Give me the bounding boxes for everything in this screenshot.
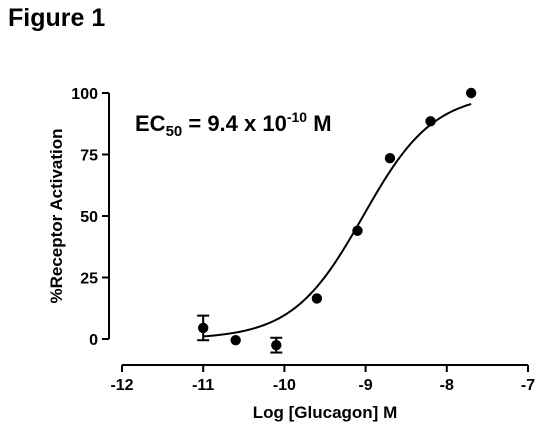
data-point xyxy=(271,339,282,351)
ec50-subscript: 50 xyxy=(166,123,183,140)
x-tick-label: -10 xyxy=(273,377,296,394)
y-tick-label: 25 xyxy=(80,271,98,288)
data-point xyxy=(465,87,477,99)
x-tick-label: -7 xyxy=(521,377,535,394)
y-tick-label: 50 xyxy=(80,209,98,226)
ec50-prefix: EC xyxy=(135,111,166,136)
fit-curve xyxy=(203,103,472,338)
x-tick-label: -8 xyxy=(440,377,454,394)
x-tick-label: -9 xyxy=(358,377,372,394)
y-tick-label: 100 xyxy=(71,86,98,103)
ec50-superscript: -10 xyxy=(287,109,307,125)
error-bars xyxy=(197,314,283,354)
data-point xyxy=(425,116,436,127)
ec50-annotation: EC50 = 9.4 x 10-10 M xyxy=(135,109,332,140)
data-point xyxy=(384,152,396,164)
ec50-unit: M xyxy=(307,111,331,136)
x-tick-label: -12 xyxy=(110,377,133,394)
data-point xyxy=(311,293,323,304)
data-points xyxy=(198,87,477,351)
data-point xyxy=(230,335,241,346)
ticks: 0 25 50 75 100 -12 -11 -10 -9 -8 -7 xyxy=(71,86,535,394)
y-tick-label: 0 xyxy=(89,332,98,349)
figure-label: Figure 1 xyxy=(8,4,106,32)
ec50-equals: = 9.4 x 10 xyxy=(182,111,287,136)
x-axis-title: Log [Glucagon] M xyxy=(253,403,397,422)
x-tick-label: -11 xyxy=(192,377,214,394)
y-tick-label: 75 xyxy=(80,148,98,165)
data-point xyxy=(198,322,209,334)
data-point xyxy=(352,225,363,236)
y-axis-title: %Receptor Activation xyxy=(47,128,66,303)
